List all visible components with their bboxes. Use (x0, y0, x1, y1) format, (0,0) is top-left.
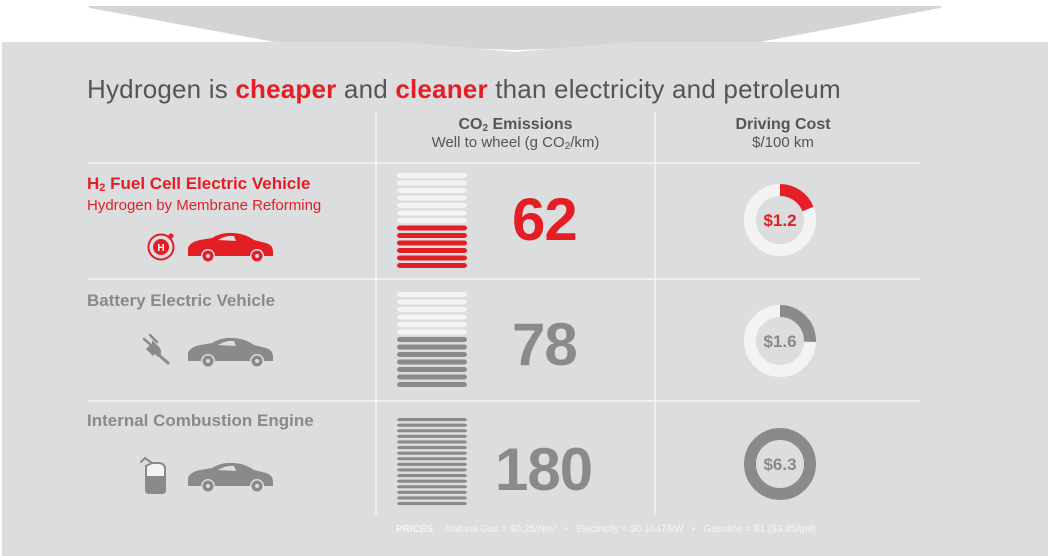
donut-value-label: $6.3 (763, 455, 796, 474)
donut-value-arc (744, 305, 816, 377)
co2-bar-slat (397, 292, 467, 297)
co2-header-pre: CO (458, 116, 483, 133)
co2-header-post: Emissions (488, 116, 573, 133)
title-emphasis-cleaner: cleaner (395, 74, 488, 104)
co2-bar-stacks (397, 173, 467, 506)
co2-bar-slat (397, 352, 467, 357)
co2-bar-slat (397, 418, 467, 422)
price-gasoline: Gasoline = $1 ($3.85/gal) (703, 524, 816, 535)
co2-unit-sub: 2 (564, 141, 571, 152)
page-title: Hydrogen is cheaper and cleaner than ele… (87, 74, 841, 105)
vehicle-fcev: H2 Fuel Cell Electric Vehicle Hydrogen b… (87, 174, 321, 214)
co2-bar-slat (397, 451, 467, 455)
co2-bar-slat (397, 474, 467, 478)
co2-bar-slat (397, 496, 467, 500)
prices-footnote: PRICES Natural Gas = $0.25/Nm³ • Electricit… (396, 524, 816, 535)
grid-lines (88, 112, 920, 515)
cost-header-title: Driving Cost (735, 116, 831, 133)
co2-bar-slat (397, 440, 467, 444)
donut-value-arc (744, 428, 816, 500)
co2-bar-slat (397, 225, 467, 231)
co2-bar-slat (397, 344, 467, 350)
co2-bar-slat (397, 359, 467, 365)
co2-bar-slat (397, 329, 467, 335)
top-arrow-banner (88, 6, 942, 50)
co2-header-sub: 2 (482, 123, 489, 134)
co2-bar-slat (397, 218, 467, 223)
co2-bar-slat (397, 485, 467, 489)
co2-bar-slat (397, 210, 467, 216)
title-part-1: Hydrogen is (87, 74, 236, 104)
co2-bar-slat (397, 299, 467, 305)
co2-unit-post: /km) (570, 134, 600, 151)
co2-bar-slat (397, 468, 467, 472)
ice-name: Internal Combustion Engine (87, 411, 314, 430)
co2-column-header: CO2 Emissions Well to wheel (g CO2/km) (376, 116, 655, 152)
fcev-subtitle: Hydrogen by Membrane Reforming (87, 197, 322, 214)
price-electricity: Electricity = $0.1047/kW (576, 524, 684, 535)
fcev-name-pre: H (87, 174, 100, 193)
co2-bar-slat (397, 188, 467, 193)
co2-bar-slat (397, 263, 467, 268)
donut-value-arc (744, 184, 816, 256)
co2-bar-slat (397, 462, 467, 466)
co2-bar-slat (397, 382, 467, 387)
vehicle-ice: Internal Combustion Engine (87, 411, 314, 431)
cost-header-unit: $/100 km (752, 134, 814, 151)
fuel-cell-car-icon (188, 232, 273, 263)
co2-bar-slat (397, 446, 467, 450)
co2-bar-slat (397, 248, 467, 253)
title-emphasis-cheaper: cheaper (235, 74, 337, 104)
co2-value-fcev: 62 (512, 186, 578, 253)
prices-label: PRICES (396, 524, 434, 535)
main-panel (2, 42, 1048, 556)
co2-bar-slat (397, 434, 467, 438)
fcev-name-post: Fuel Cell Electric Vehicle (105, 174, 311, 193)
cost-column-header: Driving Cost $/100 km (655, 116, 911, 151)
vehicle-bev: Battery Electric Vehicle (87, 291, 275, 311)
co2-bar-slat (397, 173, 467, 178)
bev-name: Battery Electric Vehicle (87, 291, 276, 310)
co2-bar-slat (397, 457, 467, 461)
co2-bar-slat (397, 490, 467, 494)
co2-bar-slat (397, 195, 467, 201)
plug-icon (142, 333, 170, 365)
co2-bar-slat (397, 423, 467, 427)
co2-bar-slat (397, 314, 467, 320)
co2-value-bev: 78 (512, 311, 578, 378)
donut-value-label: $1.6 (763, 332, 796, 351)
co2-bar-slat (397, 203, 467, 208)
price-natural-gas: Natural Gas = $0.25/Nm³ (445, 524, 557, 535)
title-part-3: than electricity and petroleum (487, 74, 841, 104)
co2-bar-slat (397, 479, 467, 483)
battery-car-icon (188, 337, 273, 368)
title-part-2: and (336, 74, 396, 104)
co2-bar-slat (397, 233, 467, 238)
combustion-car-icon (188, 462, 273, 493)
cost-donut-gauges: $1.2 $1.6 $6.3 (744, 184, 816, 500)
co2-bar-slat (397, 322, 467, 327)
co2-unit-pre: Well to wheel (g CO (431, 134, 565, 151)
co2-bar-slat (397, 307, 467, 312)
hydrogen-icon: H (147, 233, 175, 261)
co2-bar-slat (397, 255, 467, 261)
co2-bar-slat (397, 337, 467, 342)
fuel-can-icon (140, 456, 166, 494)
donut-value-label: $1.2 (763, 211, 796, 230)
co2-bar-slat (397, 180, 467, 186)
fcev-name-sub: 2 (99, 182, 106, 194)
co2-bar-slat (397, 374, 467, 380)
co2-value-ice: 180 (495, 436, 593, 503)
svg-text:H: H (157, 243, 164, 254)
co2-bar-slat (397, 502, 467, 506)
co2-bar-slat (397, 240, 467, 246)
co2-bar-slat (397, 367, 467, 372)
co2-bar-slat (397, 429, 467, 433)
